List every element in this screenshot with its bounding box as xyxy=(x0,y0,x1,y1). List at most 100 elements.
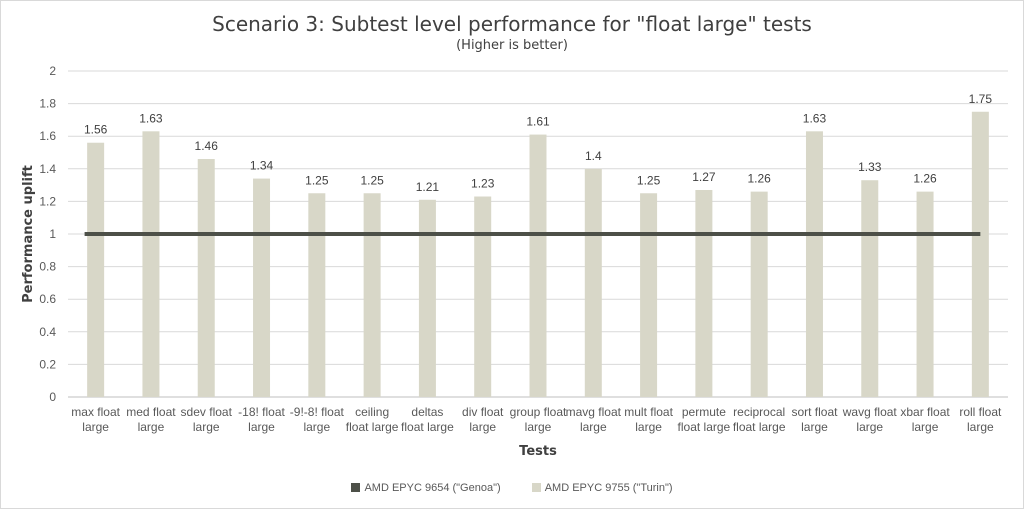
x-tick-label-line: large xyxy=(635,420,662,434)
x-tick-label: ceiling float large xyxy=(346,405,399,434)
chart-title: Scenario 3: Subtest level performance fo… xyxy=(212,12,812,36)
y-tick-label: 1.4 xyxy=(39,162,56,176)
y-tick-label: 2 xyxy=(49,64,56,78)
bar xyxy=(971,111,989,397)
bar xyxy=(916,191,934,397)
y-tick-label: 0 xyxy=(49,390,56,404)
x-tick-label-line: large xyxy=(912,420,939,434)
x-tick-label-line: med float xyxy=(126,405,176,419)
x-tick-label-line: large xyxy=(82,420,109,434)
data-label: 1.25 xyxy=(305,173,329,187)
bar xyxy=(750,191,768,397)
bar xyxy=(363,193,381,397)
x-tick-label: sdev float large xyxy=(181,405,233,434)
y-tick-label: 1 xyxy=(49,227,56,241)
bar xyxy=(640,193,658,397)
legend-swatch-genoa xyxy=(351,483,361,492)
y-axis-title: Performance uplift xyxy=(21,165,36,303)
x-tick-label: mult float large xyxy=(624,405,673,434)
x-tick-label-line: deltas xyxy=(411,405,443,419)
x-tick-label-line: large xyxy=(580,420,607,434)
y-tick-label: 0.4 xyxy=(39,325,56,339)
data-label: 1.34 xyxy=(250,159,274,173)
legend: AMD EPYC 9654 ("Genoa") AMD EPYC 9755 ("… xyxy=(0,482,1024,494)
chart-plot: 0 0.2 0.4 0.6 0.8 1 1.2 1.4 1.6 1.8 2 1.56 max floa… xyxy=(21,64,1008,459)
y-tick-label: 0.6 xyxy=(39,292,56,306)
bar xyxy=(197,159,215,397)
x-tick-label-line: float large xyxy=(346,420,399,434)
x-tick-label: mavg float large xyxy=(566,405,622,434)
x-tick-label-line: mult float xyxy=(624,405,673,419)
y-tick-label: 0.2 xyxy=(39,357,56,371)
data-label: 1.26 xyxy=(747,172,771,186)
x-tick-label: -9!-8! float large xyxy=(290,405,345,434)
x-tick-label-line: large xyxy=(303,420,330,434)
y-tick-label: 0.8 xyxy=(39,260,56,274)
bar xyxy=(805,131,823,397)
x-tick-label-line: div float xyxy=(462,405,504,419)
bar xyxy=(695,189,713,397)
data-label: 1.61 xyxy=(526,115,550,129)
x-tick-label-line: mavg float xyxy=(566,405,622,419)
data-label: 1.56 xyxy=(84,123,108,137)
legend-item-turin: AMD EPYC 9755 ("Turin") xyxy=(531,482,673,494)
x-tick-label: div float large xyxy=(462,405,504,434)
x-tick-label-line: -18! float xyxy=(238,405,285,419)
x-tick-label-line: float large xyxy=(678,420,731,434)
bar xyxy=(529,134,547,397)
x-tick-label-line: large xyxy=(801,420,828,434)
x-tick-label-line: large xyxy=(856,420,883,434)
chart-subtitle: (Higher is better) xyxy=(456,38,568,53)
bar xyxy=(308,193,326,397)
x-tick-label: med float large xyxy=(126,405,176,434)
x-tick-label: reciprocal float large xyxy=(733,405,786,434)
x-tick-label-line: float large xyxy=(401,420,454,434)
data-label: 1.23 xyxy=(471,177,495,191)
data-label: 1.4 xyxy=(585,149,602,163)
x-tick-label: permute float large xyxy=(678,405,731,434)
legend-item-genoa: AMD EPYC 9654 ("Genoa") xyxy=(351,482,501,494)
x-axis-title: Tests xyxy=(519,444,557,459)
x-tick-label: group float large xyxy=(510,405,567,434)
data-label: 1.25 xyxy=(637,173,661,187)
x-tick-label: deltas float large xyxy=(401,405,454,434)
x-tick-label-line: -9!-8! float xyxy=(290,405,345,419)
y-tick-label: 1.8 xyxy=(39,97,56,111)
x-tick-label-line: float large xyxy=(733,420,786,434)
x-tick-label-line: sdev float xyxy=(181,405,233,419)
y-tick-label: 1.6 xyxy=(39,129,56,143)
x-tick-label-line: permute xyxy=(682,405,726,419)
x-tick-label: max float large xyxy=(71,405,120,434)
bar xyxy=(87,142,105,397)
data-label: 1.63 xyxy=(803,111,827,125)
data-label: 1.21 xyxy=(416,180,440,194)
legend-label-genoa: AMD EPYC 9654 ("Genoa") xyxy=(364,482,501,494)
legend-swatch-turin xyxy=(531,483,541,492)
x-tick-label-line: large xyxy=(138,420,165,434)
x-tick-label-line: large xyxy=(193,420,220,434)
x-tick-label-line: wavg float xyxy=(842,405,898,419)
x-tick-label: wavg float large xyxy=(842,405,898,434)
legend-label-turin: AMD EPYC 9755 ("Turin") xyxy=(544,482,673,494)
x-tick-label-line: xbar float xyxy=(900,405,950,419)
bar xyxy=(861,180,879,397)
data-label: 1.46 xyxy=(195,139,219,153)
x-tick-label-line: large xyxy=(469,420,496,434)
bar xyxy=(142,131,160,397)
x-tick-label-line: large xyxy=(525,420,552,434)
x-tick-label-line: max float xyxy=(71,405,120,419)
bar xyxy=(474,196,492,397)
x-tick-label-line: roll float xyxy=(959,405,1002,419)
x-tick-label-line: group float xyxy=(510,405,567,419)
x-tick-label-line: reciprocal xyxy=(733,405,785,419)
x-tick-label-line: large xyxy=(967,420,994,434)
x-tick-label: -18! float large xyxy=(238,405,285,434)
x-tick-label-line: sort float xyxy=(791,405,838,419)
bar xyxy=(418,199,436,397)
x-tick-label-line: large xyxy=(248,420,275,434)
x-tick-label: xbar float large xyxy=(900,405,950,434)
x-tick-label: roll float large xyxy=(959,405,1002,434)
x-tick-label: sort float large xyxy=(791,405,838,434)
data-label: 1.33 xyxy=(858,160,882,174)
